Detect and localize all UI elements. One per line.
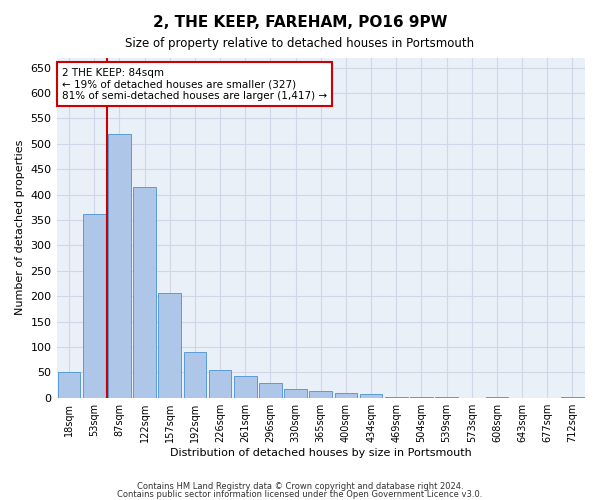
Bar	[234, 376, 257, 398]
Bar	[360, 394, 382, 398]
Bar	[133, 187, 156, 398]
Bar	[209, 370, 232, 398]
Bar	[435, 397, 458, 398]
X-axis label: Distribution of detached houses by size in Portsmouth: Distribution of detached houses by size …	[170, 448, 472, 458]
Bar	[410, 396, 433, 398]
Bar	[561, 397, 584, 398]
Text: Contains HM Land Registry data © Crown copyright and database right 2024.: Contains HM Land Registry data © Crown c…	[137, 482, 463, 491]
Bar	[158, 292, 181, 398]
Text: 2, THE KEEP, FAREHAM, PO16 9PW: 2, THE KEEP, FAREHAM, PO16 9PW	[153, 15, 447, 30]
Bar	[184, 352, 206, 398]
Bar	[108, 134, 131, 398]
Bar	[485, 397, 508, 398]
Bar	[385, 396, 407, 398]
Text: 2 THE KEEP: 84sqm
← 19% of detached houses are smaller (327)
81% of semi-detache: 2 THE KEEP: 84sqm ← 19% of detached hous…	[62, 68, 327, 101]
Bar	[335, 392, 357, 398]
Y-axis label: Number of detached properties: Number of detached properties	[15, 140, 25, 316]
Bar	[83, 214, 106, 398]
Text: Size of property relative to detached houses in Portsmouth: Size of property relative to detached ho…	[125, 38, 475, 51]
Text: Contains public sector information licensed under the Open Government Licence v3: Contains public sector information licen…	[118, 490, 482, 499]
Bar	[310, 391, 332, 398]
Bar	[58, 372, 80, 398]
Bar	[259, 384, 282, 398]
Bar	[284, 388, 307, 398]
